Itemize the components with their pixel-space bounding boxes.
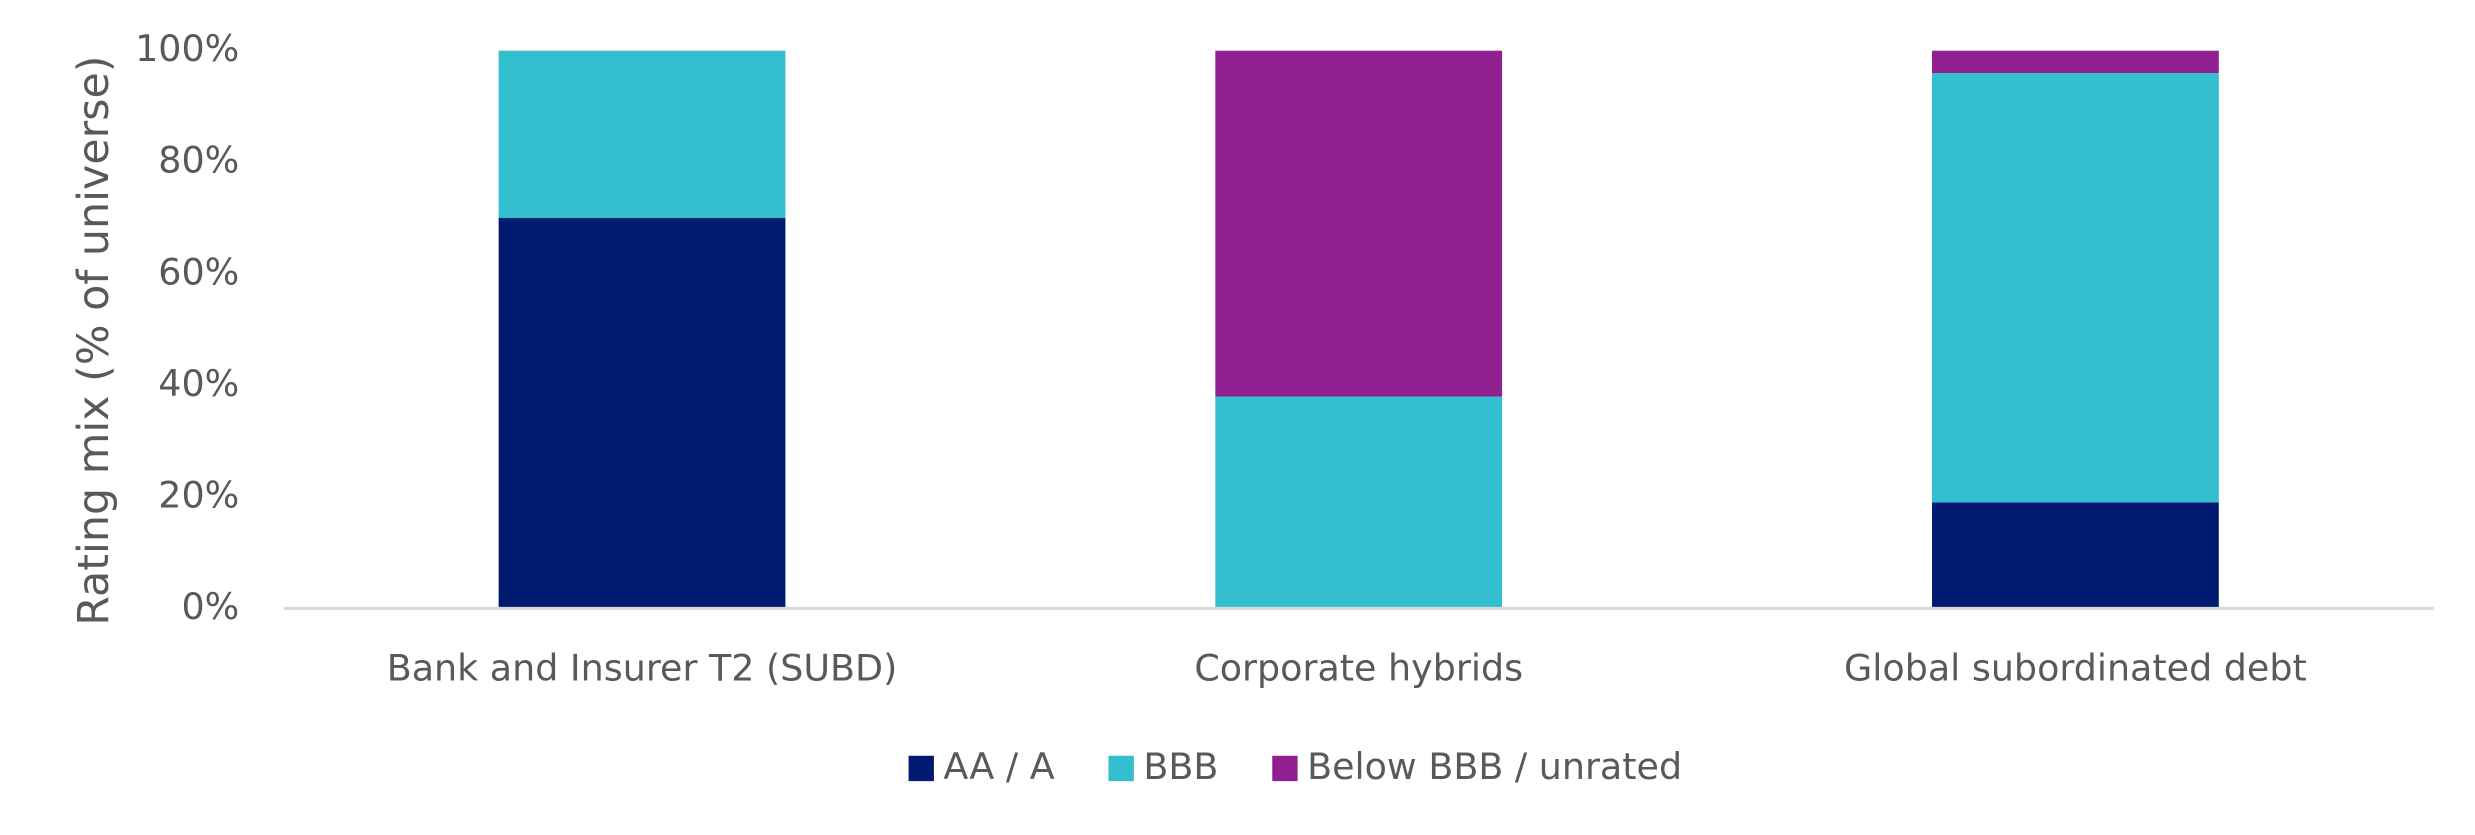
legend-swatch <box>908 755 934 782</box>
bar-segment <box>1932 50 2219 74</box>
y-axis-title: Rating mix (% of universe) <box>69 56 119 626</box>
x-tick-label: Bank and Insurer T2 (SUBD) <box>387 647 898 690</box>
y-tick-label: 80% <box>158 139 239 182</box>
bar-segment <box>1215 396 1503 609</box>
legend-label: Below BBB / unrated <box>1307 745 1682 788</box>
bar-segment <box>498 218 786 609</box>
x-tick-label: Global subordinated debt <box>1844 647 2307 690</box>
y-tick-label: 20% <box>158 473 239 516</box>
bar-segment <box>1215 50 1503 397</box>
bar-segment <box>498 50 786 219</box>
legend-swatch <box>1108 755 1134 782</box>
y-tick-label: 40% <box>158 362 239 405</box>
legend-swatch <box>1272 755 1298 782</box>
y-tick-label: 100% <box>135 27 239 70</box>
bar-segment <box>1932 502 2219 609</box>
y-tick-label: 60% <box>158 250 239 293</box>
legend-label: AA / A <box>943 745 1054 788</box>
y-tick-label: 0% <box>181 585 239 628</box>
legend-label: BBB <box>1143 745 1218 788</box>
bar-segment <box>1932 73 2219 503</box>
x-tick-label: Corporate hybrids <box>1194 647 1523 690</box>
